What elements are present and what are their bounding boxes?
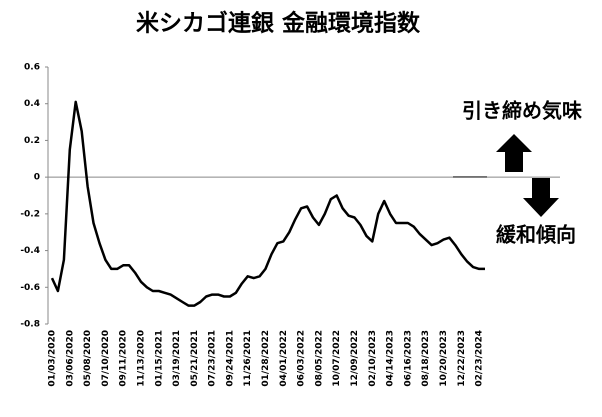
up-arrow <box>496 134 532 172</box>
x-tick-label: 02/23/2024 <box>475 330 485 387</box>
x-tick-label: 11/26/2021 <box>243 330 253 387</box>
down-arrow <box>523 178 559 217</box>
x-tick-label: 04/14/2023 <box>386 330 396 387</box>
x-tick-label: 12/09/2022 <box>350 330 360 387</box>
x-tick-label: 03/06/2020 <box>65 330 75 387</box>
x-tick-label: 05/08/2020 <box>83 330 93 387</box>
y-tick-label: -0.6 <box>20 283 40 293</box>
y-tick-label: 0.4 <box>24 99 40 109</box>
x-tick-label: 03/19/2021 <box>172 330 182 387</box>
x-tick-label: 05/21/2021 <box>190 330 200 387</box>
x-tick-label: 01/15/2021 <box>154 330 164 387</box>
x-tick-label: 08/18/2023 <box>421 330 431 387</box>
x-tick-label: 01/28/2022 <box>261 330 271 387</box>
x-tick-label: 08/05/2022 <box>314 330 324 387</box>
y-tick-label: -0.8 <box>20 320 40 330</box>
x-tick-label: 07/23/2021 <box>208 330 218 387</box>
x-tick-label: 02/10/2023 <box>368 330 378 387</box>
x-tick-label: 09/24/2021 <box>225 330 235 387</box>
annotation: 緩和傾向 <box>496 223 576 247</box>
x-tick-label: 10/20/2023 <box>439 330 449 387</box>
y-tick-label: 0.2 <box>24 136 40 146</box>
x-tick-label: 01/03/2020 <box>48 330 58 387</box>
x-tick-label: 12/22/2023 <box>457 330 467 387</box>
x-tick-label: 06/16/2023 <box>403 330 413 387</box>
x-tick-label: 11/13/2020 <box>136 330 146 387</box>
y-tick-label: 0 <box>34 173 40 183</box>
chart-title: 米シカゴ連銀 金融環境指数 <box>136 10 421 37</box>
x-tick-label: 10/07/2022 <box>332 330 342 387</box>
y-tick-label: 0.6 <box>24 63 40 73</box>
y-tick-label: -0.2 <box>20 209 40 219</box>
x-tick-label: 09/11/2020 <box>119 330 129 387</box>
x-tick-label: 06/03/2022 <box>297 330 307 387</box>
x-tick-label: 07/10/2020 <box>101 330 111 387</box>
x-tick-label: 04/01/2022 <box>279 330 289 387</box>
y-tick-label: -0.4 <box>20 246 40 256</box>
annotation: 引き締め気味 <box>462 99 582 123</box>
line-series <box>50 100 485 307</box>
